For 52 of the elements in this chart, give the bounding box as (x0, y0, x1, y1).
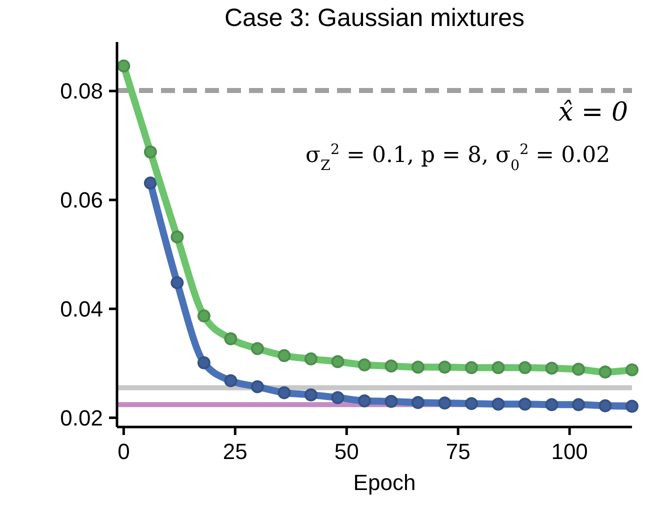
point (170, 276, 184, 290)
x-axis-title: Epoch (353, 470, 416, 495)
ref-line-label: x̂ = 0 (558, 97, 628, 128)
point (250, 342, 264, 356)
point (278, 386, 291, 400)
chart-title: Case 3: Gaussian mixtures (224, 4, 525, 32)
x-tick-label: 100 (551, 439, 588, 464)
point (572, 362, 585, 376)
x-tick-label: 25 (222, 439, 248, 464)
y-tick-label: 0.08 (60, 78, 103, 104)
point (492, 361, 505, 374)
point (384, 360, 398, 373)
point (144, 146, 157, 158)
y-tick-label: 0.06 (60, 188, 103, 213)
point (598, 366, 612, 378)
point (197, 309, 210, 322)
y-tick-label: 0.02 (60, 405, 103, 430)
point (411, 396, 424, 409)
point (224, 374, 238, 388)
point (117, 59, 130, 72)
point (518, 398, 532, 411)
point (545, 398, 558, 412)
point (304, 352, 318, 366)
point (438, 360, 452, 374)
point (358, 394, 371, 408)
x-tick-label: 50 (334, 439, 359, 464)
point (492, 398, 505, 411)
point (598, 399, 612, 412)
x-tick-label: 0 (118, 439, 130, 464)
point (170, 230, 184, 244)
point (224, 332, 238, 346)
annotation: σ$_{Z}$$^{2}$ = 0.1, p = 8, σ$_{0}$$^{2}$ = 0.02 (305, 142, 610, 174)
x-tick-label: 75 (446, 439, 470, 464)
point (438, 396, 452, 410)
point (572, 398, 585, 412)
y-tick-label: 0.04 (60, 296, 103, 322)
point (411, 360, 424, 374)
point (384, 394, 398, 408)
point (197, 356, 210, 370)
point (331, 355, 344, 368)
point (626, 363, 638, 376)
point (464, 397, 478, 410)
point (545, 362, 558, 375)
point (250, 380, 264, 394)
point (626, 400, 638, 413)
point (518, 361, 532, 374)
point (331, 391, 344, 404)
point (144, 176, 157, 190)
point (278, 349, 291, 362)
point (304, 388, 318, 402)
point (464, 361, 478, 374)
point (358, 358, 371, 372)
